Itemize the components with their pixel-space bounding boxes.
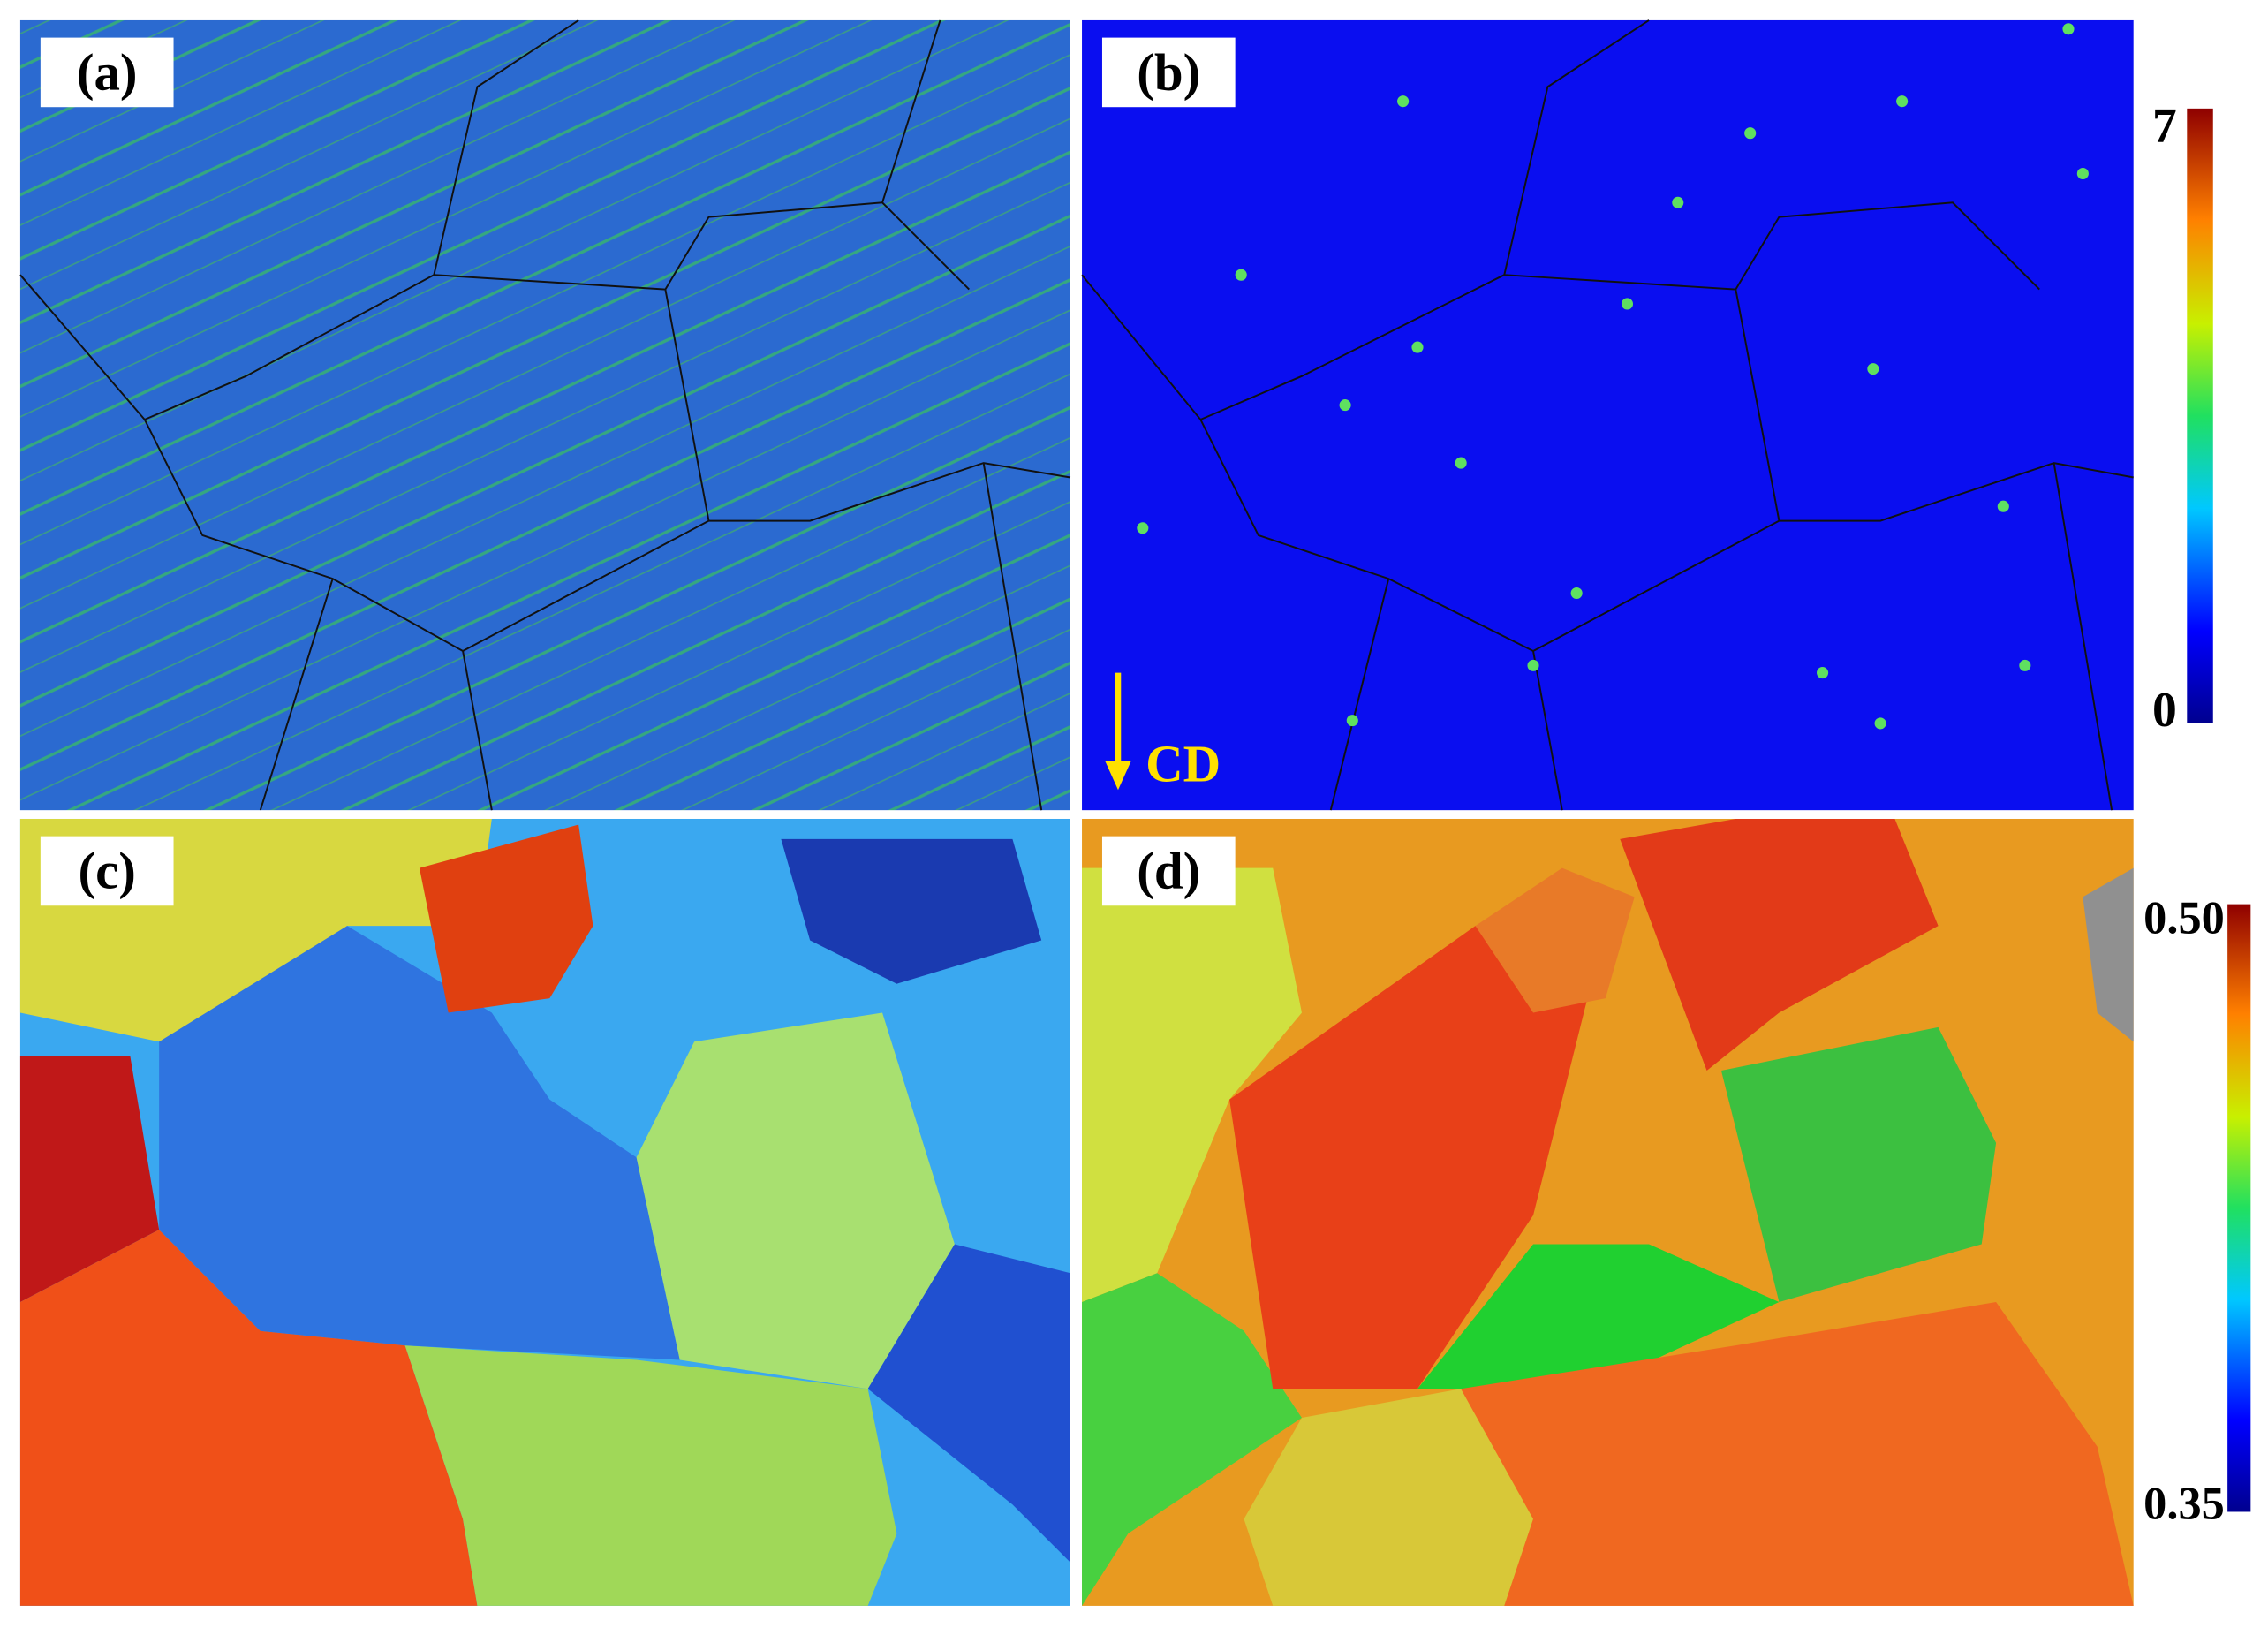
grain bbox=[636, 1012, 955, 1389]
direction-label: CD bbox=[1145, 734, 1221, 792]
label-box bbox=[40, 836, 174, 906]
grain-boundaries bbox=[1081, 19, 2134, 811]
panel-c: (c) bbox=[19, 818, 1070, 1606]
grain bbox=[419, 824, 593, 1013]
panel-label: (d) bbox=[1137, 842, 1200, 900]
grain bbox=[1461, 1301, 2134, 1606]
colorbar-max: 7 bbox=[2152, 99, 2177, 154]
grain bbox=[1082, 867, 1302, 1302]
panel-label: (a) bbox=[77, 43, 138, 102]
grain bbox=[404, 1345, 897, 1606]
colorbar-1: 7 0 bbox=[2152, 99, 2213, 738]
grain bbox=[19, 1230, 478, 1606]
panel-b: (b) CD bbox=[1081, 19, 2134, 811]
arrow-head bbox=[1105, 761, 1131, 791]
panel-label: (b) bbox=[1137, 43, 1200, 102]
colorbar-min: 0.35 bbox=[2143, 1479, 2225, 1530]
label-box bbox=[1101, 37, 1236, 108]
grain bbox=[1475, 867, 1635, 1013]
colorbar-max: 0.50 bbox=[2143, 892, 2225, 943]
grain-boundaries bbox=[19, 19, 1071, 811]
grain bbox=[867, 1244, 1070, 1563]
map-kam bbox=[19, 19, 1070, 811]
label-box bbox=[1101, 836, 1236, 906]
panel-label: (c) bbox=[78, 842, 135, 900]
map-dislocation bbox=[1082, 19, 2134, 811]
grain bbox=[781, 838, 1042, 984]
grain bbox=[1244, 1389, 1534, 1606]
grain bbox=[159, 926, 680, 1360]
dots bbox=[1137, 23, 2089, 730]
grain bbox=[1620, 818, 1939, 1071]
label-box bbox=[40, 37, 174, 108]
colorbar-min: 0 bbox=[2152, 683, 2177, 738]
grain bbox=[1418, 1244, 1780, 1389]
colorbar-2: 0.50 0.35 bbox=[2143, 892, 2251, 1530]
grain bbox=[1229, 926, 1591, 1389]
colorbar bbox=[2187, 108, 2213, 723]
colorbar bbox=[2227, 904, 2251, 1512]
grain bbox=[19, 1056, 160, 1302]
grain bbox=[1720, 1026, 1997, 1302]
panel-a: (a) bbox=[19, 19, 1071, 811]
panel-d: (d) bbox=[1082, 818, 2134, 1606]
grain bbox=[1082, 1273, 1302, 1606]
unindexed bbox=[2083, 867, 2134, 1042]
